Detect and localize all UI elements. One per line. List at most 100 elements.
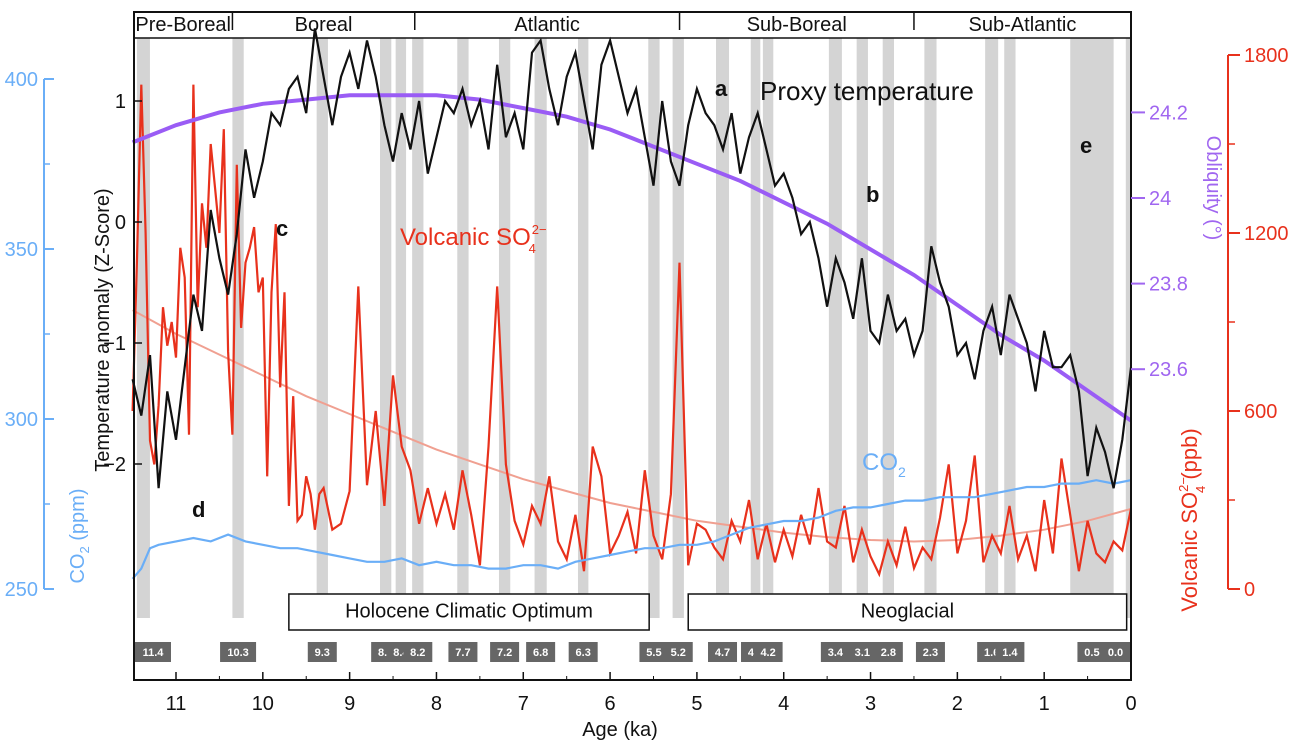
event-badge: [847, 642, 877, 662]
holocene-climatic-optimum-box: Holocene Climatic Optimum: [288, 593, 650, 631]
so4-axis-title: Volcanic SO2− 4 (ppb): [1176, 428, 1208, 611]
event-badge: [873, 642, 903, 662]
x-tick-label: 4: [778, 693, 789, 715]
cold-band: [232, 38, 244, 618]
neoglacial-box: Neoglacial: [687, 593, 1128, 631]
x-tick-label: 11: [166, 693, 187, 715]
period-header: Pre-Boreal Boreal Atlantic Sub-Boreal Sub-At…: [134, 12, 1131, 39]
obliquity-tick-label: 23.6: [1149, 359, 1188, 381]
x-tick-label: 5: [691, 693, 702, 715]
co2-label: CO2: [862, 449, 906, 480]
x-tick-label: 6: [605, 693, 616, 715]
x-tick-label: 9: [344, 693, 355, 715]
event-badge-label: 10.3: [227, 647, 248, 659]
event-badge: [490, 642, 520, 662]
period-label: Pre-Boreal: [135, 14, 231, 36]
event-badge-label: 5.5: [646, 647, 661, 659]
event-badge-label: 4.7: [715, 647, 730, 659]
obliquity-tick-label: 24.2: [1149, 102, 1188, 124]
period-label: Boreal: [295, 14, 353, 36]
period-label: Sub-Boreal: [747, 14, 847, 36]
so4-tick-label: 0: [1244, 579, 1255, 601]
x-tick-label: 1: [1039, 693, 1050, 715]
event-badge: [915, 642, 945, 662]
cold-band: [498, 38, 511, 618]
event-badge: [403, 642, 433, 662]
obliquity-axis-title: Obliquity (°): [1202, 136, 1224, 241]
cold-band: [316, 38, 328, 618]
temperature-series-line: [131, 28, 1133, 489]
event-badge: [639, 642, 669, 662]
event-badge: [820, 642, 850, 662]
event-badge: [526, 642, 556, 662]
cold-band: [924, 38, 937, 618]
co2-tick-label: 400: [5, 69, 38, 91]
obliquity-tick-label: 23.8: [1149, 274, 1188, 296]
cold-band: [577, 38, 589, 618]
cold-band: [762, 38, 774, 618]
x-axis-title: Age (ka): [582, 719, 658, 741]
cold-band: [1004, 38, 1016, 618]
x-tick-label: 8: [431, 693, 442, 715]
period-label: Sub-Atlantic: [969, 14, 1077, 36]
cold-band: [1070, 38, 1114, 618]
temp-tick-label: −1: [103, 333, 126, 355]
cold-band: [380, 38, 392, 618]
event-badge: [753, 642, 783, 662]
co2-tick-label: 250: [5, 579, 38, 601]
cold-band: [136, 38, 150, 618]
volcanic-so4-label: Volcanic SO2− 4: [400, 222, 547, 256]
event-badge: [708, 642, 738, 662]
marker-e: e: [1080, 133, 1092, 158]
event-badge-label: 5.2: [671, 647, 686, 659]
marker-d: d: [192, 497, 205, 522]
event-badge-label: 0.0: [1108, 647, 1123, 659]
event-badge-label: 6.8: [533, 647, 548, 659]
proxy-temperature-label: Proxy temperature: [760, 76, 974, 106]
co2-series-line: [131, 479, 1132, 580]
cold-band: [882, 38, 894, 618]
event-badge-label: 1.4: [1002, 647, 1018, 659]
co2-axis-title: CO2 (ppm): [67, 488, 92, 583]
x-tick-label: 10: [252, 693, 274, 715]
cold-event-bands: [136, 38, 1131, 618]
event-badge: [1101, 642, 1130, 662]
neoglacial-label: Neoglacial: [861, 600, 954, 622]
cold-band: [750, 38, 761, 618]
obliquity-tick-label: 24: [1149, 188, 1171, 210]
marker-c: c: [276, 216, 288, 241]
x-tick-label: 7: [518, 693, 529, 715]
so4-fit-curve: [132, 309, 1132, 543]
cold-band: [648, 38, 660, 618]
so4-tick-label: 1800: [1244, 45, 1289, 67]
plot-frame: [133, 11, 1132, 681]
event-badge-label: 3.4: [828, 647, 844, 659]
event-badge: [995, 642, 1025, 662]
cold-band: [856, 38, 868, 618]
temp-tick-label: 1: [115, 91, 126, 113]
obliquity-series-line: [131, 93, 1133, 423]
x-tick-label: 2: [952, 693, 963, 715]
event-badge-label: 4.2: [760, 647, 775, 659]
event-badge: [568, 642, 598, 662]
event-badge: [1077, 642, 1107, 662]
cold-band: [395, 38, 407, 618]
co2-tick-label: 350: [5, 239, 38, 261]
event-badge: [135, 642, 171, 662]
marker-a: a: [715, 76, 728, 101]
cold-band: [716, 38, 730, 618]
temp-tick-label: −2: [103, 454, 126, 476]
temperature-axis-title: Temperature anomaly (Z-Score): [92, 188, 114, 471]
cold-band: [672, 38, 684, 618]
event-badge: [307, 642, 337, 662]
event-badge-label: 7.2: [497, 647, 512, 659]
event-badge: [663, 642, 693, 662]
event-badge: [448, 642, 478, 662]
x-tick-label: 0: [1125, 693, 1136, 715]
cold-band: [457, 38, 469, 618]
cold-band: [1125, 38, 1131, 618]
marker-b: b: [866, 182, 879, 207]
event-badge-label: 2.3: [923, 647, 938, 659]
cold-band: [412, 38, 424, 618]
